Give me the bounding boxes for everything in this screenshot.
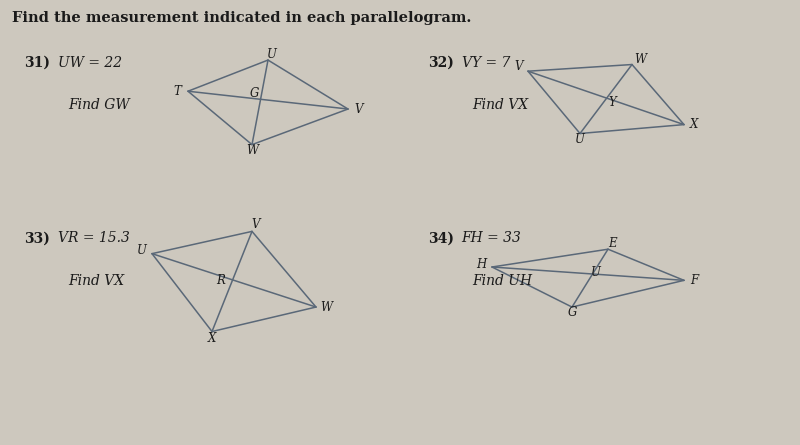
Text: 31): 31)	[24, 56, 50, 69]
Text: VR = 15.3: VR = 15.3	[58, 231, 130, 245]
Text: 33): 33)	[24, 231, 50, 245]
Text: W: W	[246, 144, 258, 157]
Text: E: E	[608, 237, 616, 250]
Text: G: G	[250, 87, 259, 100]
Text: R: R	[216, 274, 226, 287]
Text: W: W	[634, 53, 646, 66]
Text: U: U	[575, 133, 585, 146]
Text: 34): 34)	[428, 231, 454, 245]
Text: U: U	[591, 266, 601, 279]
Text: Find VX: Find VX	[472, 98, 528, 112]
Text: Find UH: Find UH	[472, 274, 532, 287]
Text: V: V	[514, 60, 522, 73]
Text: X: X	[690, 118, 698, 131]
Text: U: U	[267, 48, 277, 61]
Text: W: W	[320, 300, 333, 314]
Text: Find the measurement indicated in each parallelogram.: Find the measurement indicated in each p…	[12, 11, 471, 25]
Text: V: V	[252, 218, 260, 231]
Text: Y: Y	[608, 96, 616, 109]
Text: Find VX: Find VX	[68, 274, 124, 287]
Text: V: V	[354, 102, 362, 116]
Text: FH = 33: FH = 33	[462, 231, 522, 245]
Text: F: F	[690, 274, 698, 287]
Text: U: U	[137, 243, 146, 257]
Text: 32): 32)	[428, 56, 454, 69]
Text: UW = 22: UW = 22	[58, 56, 122, 69]
Text: Find GW: Find GW	[68, 98, 130, 112]
Text: X: X	[208, 332, 216, 345]
Text: VY = 7: VY = 7	[462, 56, 510, 69]
Text: G: G	[567, 306, 577, 320]
Text: H: H	[477, 258, 486, 271]
Text: T: T	[174, 85, 182, 98]
